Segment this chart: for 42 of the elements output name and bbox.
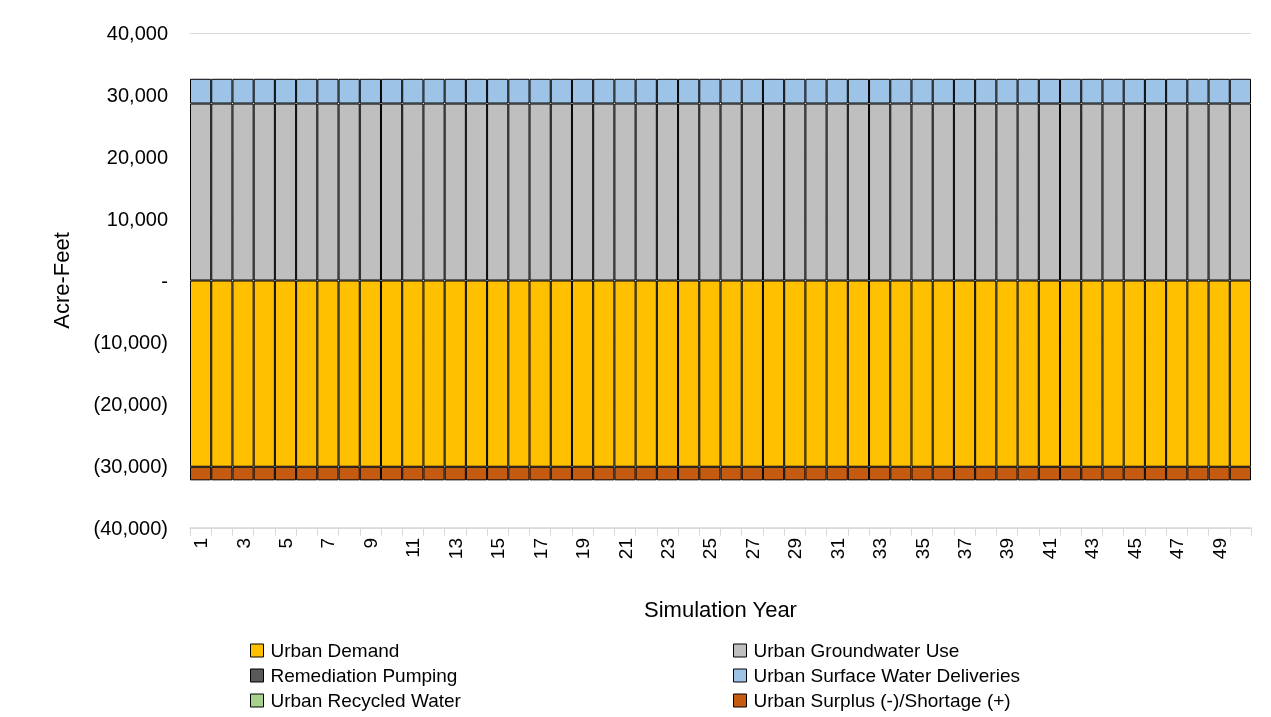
x-tick-label: 7 bbox=[317, 538, 339, 549]
legend-label: Urban Surface Water Deliveries bbox=[753, 665, 1020, 686]
x-tick-label: 35 bbox=[911, 538, 933, 560]
legend-label: Urban Recycled Water bbox=[270, 690, 462, 711]
y-tick-label: 30,000 bbox=[106, 83, 168, 106]
x-tick-label: 27 bbox=[741, 538, 763, 560]
legend-label: Urban Surplus (-)/Shortage (+) bbox=[753, 690, 1011, 711]
x-tick-label: 37 bbox=[954, 538, 976, 560]
y-tick-label: 10,000 bbox=[106, 207, 168, 230]
x-tick-label: 25 bbox=[699, 538, 721, 560]
x-tick-label: 17 bbox=[529, 538, 551, 560]
x-tick-label: 41 bbox=[1038, 538, 1060, 560]
x-tick-label: 23 bbox=[656, 538, 678, 560]
y-tick-label: 40,000 bbox=[106, 22, 168, 44]
y-tick-label: (10,000) bbox=[93, 331, 168, 354]
legend-label: Urban Groundwater Use bbox=[753, 640, 960, 661]
x-tick-label: 33 bbox=[869, 538, 891, 560]
legend-label: Urban Demand bbox=[270, 640, 400, 661]
x-tick-label: 31 bbox=[826, 538, 848, 560]
legend-label: Remediation Pumping bbox=[270, 665, 458, 686]
x-tick-label: 1 bbox=[190, 538, 212, 549]
y-tick-label: (20,000) bbox=[93, 393, 168, 416]
x-tick-label: 15 bbox=[487, 538, 509, 560]
x-tick-label: 45 bbox=[1123, 538, 1145, 560]
y-tick-label: (30,000) bbox=[93, 455, 168, 478]
x-tick-label: 39 bbox=[996, 538, 1018, 560]
x-tick-label: 29 bbox=[784, 538, 806, 560]
x-tick-label: 19 bbox=[572, 538, 594, 560]
x-tick-label: 3 bbox=[232, 538, 254, 549]
y-tick-label: (40,000) bbox=[93, 517, 168, 539]
y-tick-label: 20,000 bbox=[106, 145, 168, 168]
x-axis-title: Simulation Year bbox=[644, 596, 797, 622]
x-tick-label: 13 bbox=[444, 538, 466, 560]
x-tick-label: 43 bbox=[1081, 538, 1103, 560]
x-tick-label: 47 bbox=[1166, 538, 1188, 560]
x-tick-label: 21 bbox=[614, 538, 636, 560]
y-tick-label: - bbox=[161, 269, 168, 292]
y-axis-title: Acre-Feet bbox=[48, 232, 74, 329]
x-tick-label: 49 bbox=[1208, 538, 1230, 560]
x-tick-label: 11 bbox=[402, 538, 424, 558]
x-tick-label: 5 bbox=[274, 538, 296, 549]
x-tick-label: 9 bbox=[359, 538, 381, 549]
